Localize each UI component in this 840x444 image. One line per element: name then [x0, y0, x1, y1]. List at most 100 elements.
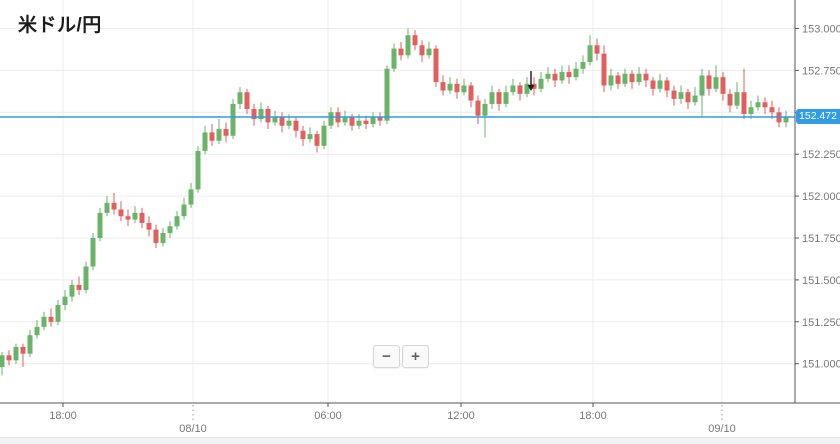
- candle-body: [475, 100, 481, 116]
- candle-body: [13, 346, 19, 361]
- candle-body: [321, 125, 327, 146]
- candle-body: [769, 107, 775, 113]
- candle-body: [202, 132, 208, 151]
- pair-title: 米ドル/円: [18, 15, 102, 36]
- candle-body: [587, 45, 593, 63]
- candle-body: [111, 202, 117, 210]
- candle-body: [62, 296, 68, 306]
- candle-body: [454, 83, 460, 93]
- candle-body: [594, 45, 600, 54]
- candle-body: [272, 117, 278, 123]
- candle-body: [41, 316, 47, 327]
- candle-body: [622, 73, 628, 84]
- candle-body: [195, 150, 201, 190]
- candle-body: [370, 117, 376, 125]
- candle-body: [447, 83, 453, 91]
- zoom-in-button[interactable]: +: [402, 345, 429, 368]
- candle-body: [615, 75, 621, 84]
- candle-body: [545, 73, 551, 79]
- candle-body: [20, 346, 26, 354]
- time-axis-label: 12:00: [447, 410, 475, 422]
- candle-body: [69, 284, 75, 297]
- candle-body: [237, 92, 243, 104]
- candle-body: [0, 355, 5, 368]
- candle-body: [146, 222, 152, 230]
- candle-body: [636, 73, 642, 83]
- price-axis-label: 153.000: [802, 24, 840, 36]
- candle-body: [27, 335, 33, 354]
- candle-body: [734, 92, 740, 106]
- candle-body: [650, 80, 656, 89]
- candle-body: [244, 92, 250, 109]
- candle-body: [216, 129, 222, 141]
- candle-body: [356, 120, 362, 126]
- time-axis-label: 18:00: [579, 410, 607, 422]
- candle-body: [755, 102, 761, 108]
- price-axis-label: 151.750: [802, 233, 840, 245]
- price-axis-label: 151.250: [802, 317, 840, 329]
- candle-body: [300, 130, 306, 140]
- time-axis-label: 06:00: [314, 410, 342, 422]
- candle-body: [503, 92, 509, 104]
- candle-body: [90, 238, 96, 267]
- candle-body: [181, 204, 187, 217]
- candle-body: [748, 107, 754, 114]
- candle-body: [125, 216, 131, 220]
- candle-body: [566, 72, 572, 78]
- candle-body: [643, 73, 649, 81]
- candle-body: [741, 92, 747, 114]
- candle-body: [433, 48, 439, 83]
- down-arrow-icon: [527, 85, 535, 91]
- candle-body: [6, 355, 12, 361]
- candle-body: [762, 102, 768, 108]
- candle-body: [391, 48, 397, 69]
- candle-body: [48, 316, 54, 322]
- candle-body: [279, 117, 285, 126]
- candle-body: [601, 53, 607, 86]
- candle-body: [692, 95, 698, 103]
- candle-body: [440, 82, 446, 91]
- candle-body: [132, 212, 138, 220]
- candle-body: [209, 132, 215, 141]
- candle-body: [412, 35, 418, 46]
- candle-body: [230, 103, 236, 136]
- candle-body: [349, 117, 355, 126]
- candle-body: [97, 212, 103, 238]
- candle-body: [580, 62, 586, 69]
- candle-body: [167, 226, 173, 233]
- candle-body: [104, 202, 110, 213]
- candle-body: [468, 85, 474, 101]
- candle-body: [496, 92, 502, 104]
- candle-body: [552, 73, 558, 81]
- candle-body: [160, 232, 166, 244]
- candle-body: [363, 120, 369, 125]
- candle-body: [265, 108, 271, 123]
- candle-body: [405, 35, 411, 56]
- candle-body: [489, 92, 495, 104]
- candle-body: [377, 117, 383, 121]
- candle-body: [517, 85, 523, 94]
- bottom-edge-strip: [0, 437, 840, 444]
- candle-body: [510, 85, 516, 93]
- candle-body: [664, 80, 670, 91]
- candle-body: [713, 77, 719, 89]
- candle-body: [258, 108, 264, 120]
- price-axis-label: 152.000: [802, 191, 840, 203]
- zoom-out-button[interactable]: −: [373, 345, 400, 368]
- candle-body: [727, 93, 733, 106]
- candle-body: [720, 77, 726, 94]
- candle-body: [685, 92, 691, 103]
- candle-body: [153, 229, 159, 244]
- candle-body: [314, 134, 320, 146]
- candle-body: [139, 212, 145, 223]
- candle-body: [83, 266, 89, 290]
- time-axis-label: 18:00: [49, 410, 77, 422]
- candle-body: [419, 45, 425, 56]
- candle-body: [286, 120, 292, 126]
- candle-body: [76, 284, 82, 290]
- price-axis-label: 151.000: [802, 359, 840, 371]
- candle-body: [706, 75, 712, 89]
- candle-body: [699, 75, 705, 96]
